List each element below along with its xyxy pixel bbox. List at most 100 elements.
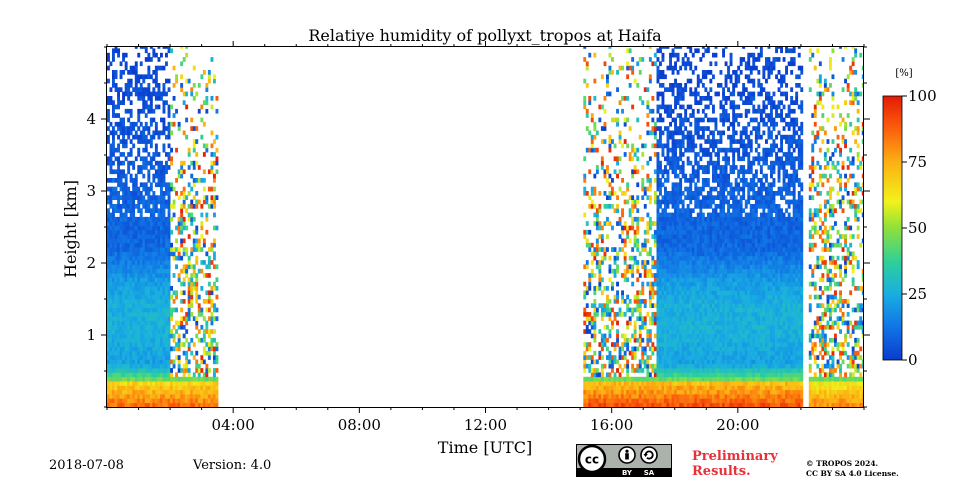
heat-cell: [112, 52, 115, 58]
heat-cell: [187, 165, 191, 170]
heat-cell: [717, 238, 720, 244]
heat-cell: [696, 169, 700, 175]
heat-cell: [669, 121, 672, 127]
heat-cell: [669, 329, 672, 334]
heat-cell: [714, 234, 718, 239]
heat-cell: [132, 342, 136, 347]
heat-cell: [119, 294, 123, 300]
heat-cell: [659, 126, 662, 131]
heat-cell: [671, 381, 675, 386]
heat-cell: [671, 225, 675, 231]
heat-cell: [590, 191, 594, 196]
heat-cell: [114, 355, 118, 360]
heat-cell: [717, 376, 720, 382]
heat-cell: [117, 398, 120, 404]
heat-cell: [117, 381, 120, 386]
heat-cell: [641, 350, 645, 356]
heat-cell: [600, 346, 604, 352]
heat-cell: [633, 381, 637, 386]
heat-cell: [175, 294, 178, 300]
heat-cell: [689, 47, 693, 49]
heat-cell: [137, 273, 141, 278]
heat-cell: [709, 273, 713, 278]
heat-cell: [170, 229, 173, 235]
heat-cell: [689, 186, 693, 192]
heat-cell: [600, 238, 604, 244]
heat-cell: [666, 320, 670, 326]
heat-cell: [646, 312, 650, 317]
heat-cell: [117, 195, 120, 200]
heat-cell: [684, 376, 688, 382]
heat-cell: [651, 286, 655, 291]
heat-cell: [689, 234, 693, 239]
heat-cell: [714, 225, 718, 231]
heat-cell: [613, 299, 617, 304]
heat-cell: [144, 104, 148, 110]
heat-cell: [659, 182, 662, 188]
heat-cell: [134, 368, 138, 373]
heat-cell: [686, 255, 690, 261]
heat-cell: [142, 333, 146, 339]
heat-cell: [699, 78, 703, 84]
heat-cell: [588, 398, 592, 404]
heat-cell: [119, 316, 123, 321]
heat-cell: [689, 61, 693, 67]
heat-cell: [162, 312, 166, 317]
heat-cell: [134, 134, 138, 140]
heat-cell: [127, 363, 131, 369]
heat-cell: [686, 191, 690, 196]
heat-cell: [714, 173, 718, 179]
heat-cell: [719, 255, 723, 261]
heat-cell: [114, 363, 118, 369]
heat-cell: [684, 286, 688, 291]
heat-cell: [694, 346, 698, 352]
heat-cell: [611, 402, 614, 407]
heat-cell: [706, 385, 710, 391]
heat-cell: [641, 376, 645, 382]
heat-cell: [162, 398, 166, 404]
heat-cell: [185, 268, 189, 274]
heat-cell: [147, 255, 151, 261]
heat-cell: [706, 234, 710, 239]
heat-cell: [197, 394, 201, 399]
heat-cell: [633, 255, 637, 261]
heat-cell: [117, 134, 120, 140]
heat-cell: [595, 260, 599, 265]
heat-cell: [210, 169, 214, 175]
heat-cell: [142, 312, 146, 317]
heat-cell: [137, 52, 141, 58]
heat-cell: [712, 169, 715, 175]
heat-cell: [142, 299, 146, 304]
heat-cell: [643, 229, 647, 235]
heat-cell: [701, 260, 705, 265]
heat-cell: [149, 268, 153, 274]
heat-cell: [671, 91, 675, 97]
heat-cell: [152, 372, 156, 378]
heat-cell: [190, 398, 194, 404]
heat-cell: [598, 402, 602, 407]
heat-cell: [681, 96, 685, 101]
heat-cell: [200, 234, 204, 239]
heat-cell: [719, 363, 723, 369]
heat-cell: [144, 299, 148, 304]
heat-cell: [160, 381, 163, 386]
heat-cell: [124, 260, 128, 265]
heat-cell: [603, 247, 607, 252]
heat-cell: [676, 299, 680, 304]
heat-cell: [583, 394, 587, 399]
heat-cell: [162, 121, 166, 127]
heat-cell: [137, 117, 141, 123]
heat-cell: [694, 48, 698, 54]
heat-cell: [162, 350, 166, 356]
heat-cell: [122, 342, 125, 347]
heat-cell: [137, 402, 141, 407]
heat-cell: [669, 87, 672, 92]
heat-cell: [124, 281, 128, 287]
heat-cell: [210, 247, 214, 252]
heat-cell: [712, 277, 715, 283]
heat-cell: [127, 229, 131, 235]
heat-cell: [648, 57, 652, 62]
heat-cell: [124, 83, 128, 88]
heat-cell: [628, 195, 632, 200]
heat-cell: [129, 277, 133, 283]
